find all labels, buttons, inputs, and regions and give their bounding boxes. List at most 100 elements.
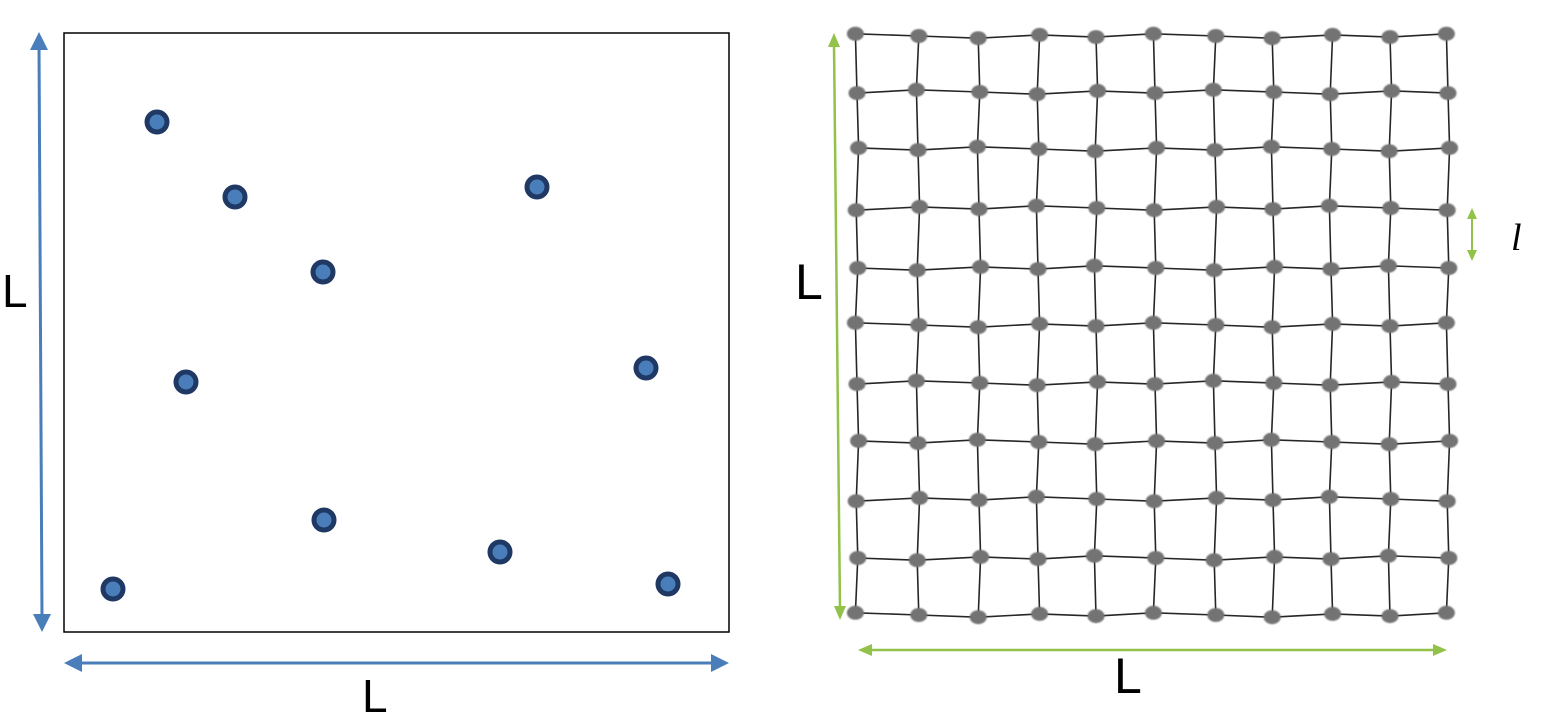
lattice-node	[1323, 142, 1341, 156]
lattice-node	[1320, 198, 1338, 213]
lattice-node	[1381, 319, 1399, 334]
lattice-bond	[977, 146, 1039, 150]
lattice-bond	[1391, 90, 1449, 94]
right-width-label: L	[1114, 648, 1142, 704]
lattice-node	[1208, 490, 1226, 505]
lattice-bond	[1038, 441, 1096, 445]
lattice-node	[911, 490, 929, 505]
lattice-bond	[1094, 555, 1156, 559]
lattice-bond	[1272, 500, 1276, 557]
lattice-bond	[978, 496, 1037, 501]
lattice-bond	[1154, 380, 1214, 385]
lattice-bond	[1153, 33, 1216, 37]
lattice-node	[907, 373, 925, 388]
lattice-node	[1205, 263, 1223, 278]
lattice-bond	[917, 266, 981, 271]
lattice-bond	[1093, 207, 1098, 266]
lattice-node	[1322, 262, 1340, 277]
lattice-bond	[1331, 441, 1390, 445]
width-arrow	[64, 654, 729, 672]
lattice-bond	[1446, 440, 1451, 502]
lattice-bond	[1214, 556, 1275, 561]
lattice-bond	[1093, 265, 1097, 327]
lattice-bond	[1330, 559, 1334, 614]
lattice-bond	[1035, 441, 1040, 497]
lattice-node	[1439, 377, 1457, 392]
lattice-bond	[855, 147, 860, 211]
lattice-bond	[1215, 614, 1273, 618]
lattice-node	[971, 85, 989, 99]
lattice-node	[969, 31, 987, 46]
lattice-node	[1324, 27, 1342, 42]
lattice-bond	[1330, 269, 1334, 324]
left-width-label: L	[362, 670, 388, 722]
lattice-node	[1262, 139, 1280, 154]
lattice-bond	[1445, 322, 1449, 385]
lattice-bond	[917, 150, 921, 207]
lattice-bond	[1271, 556, 1276, 618]
lattice-bond	[915, 324, 920, 381]
lattice-bond	[1096, 498, 1155, 502]
lattice-node	[1266, 549, 1284, 564]
lattice-node	[1379, 548, 1397, 563]
lattice-bond	[1215, 35, 1273, 39]
lattice-bond	[854, 33, 858, 94]
lattice-bond	[918, 614, 979, 618]
lattice-bond	[1213, 380, 1274, 384]
lattice-node	[1380, 437, 1398, 452]
lattice-bond	[857, 267, 918, 271]
lattice-bond	[978, 323, 1040, 328]
lattice-bond	[1272, 34, 1333, 39]
lattice-node	[850, 433, 868, 448]
lattice-bond	[1270, 146, 1274, 210]
lattice-bond	[919, 497, 980, 501]
lattice-bond	[978, 500, 982, 557]
lattice-bond	[1214, 150, 1218, 207]
lattice-bond	[1212, 380, 1216, 444]
lattice-bond	[1271, 146, 1332, 150]
lattice-bond	[1153, 210, 1157, 269]
particle	[524, 174, 550, 200]
lattice-node	[969, 320, 987, 335]
lattice-node	[909, 143, 927, 158]
lattice-bond	[1271, 439, 1332, 443]
lattice-bond	[1095, 326, 1099, 382]
lattice-bond	[1271, 266, 1276, 328]
lattice-bond	[855, 501, 859, 559]
lattice-bond	[1214, 443, 1218, 498]
lattice-bond	[919, 206, 980, 210]
lattice-bond	[1153, 612, 1216, 616]
lattice-node	[1146, 377, 1164, 392]
lattice-bond	[1270, 439, 1274, 501]
right-panel-lattice: L L l	[795, 26, 1522, 704]
lattice-bond	[980, 266, 1039, 270]
lattice-bond	[915, 89, 919, 151]
lattice-node	[1145, 494, 1163, 509]
particle	[144, 109, 170, 135]
lattice-node	[1208, 199, 1226, 214]
lattice-bond	[858, 440, 919, 444]
lattice-bond	[1271, 327, 1275, 384]
lattice-bond	[1037, 265, 1095, 270]
lattice-node	[909, 436, 927, 451]
lattice-bond	[1155, 267, 1215, 271]
lattice-node	[1144, 315, 1162, 330]
lattice-bond	[1328, 441, 1333, 497]
lattice-bond	[1329, 34, 1334, 95]
lattice-node	[846, 605, 864, 620]
lattice-node	[1441, 433, 1459, 448]
lattice-bond	[1272, 323, 1333, 328]
lattice-node	[1027, 198, 1045, 213]
lattice-bond	[979, 382, 1038, 386]
lattice-bond	[917, 443, 921, 498]
lattice-node	[1206, 436, 1224, 451]
lattice-bond	[916, 89, 980, 93]
lattice-bond	[1388, 444, 1392, 500]
lattice-bond	[854, 322, 858, 385]
lattice-bond	[976, 382, 981, 440]
lattice-bond	[1271, 38, 1275, 93]
lattice-bond	[1389, 33, 1447, 38]
lattice-bond	[1447, 93, 1451, 148]
lattice-node	[1147, 261, 1165, 275]
lattice-node	[1324, 316, 1342, 331]
